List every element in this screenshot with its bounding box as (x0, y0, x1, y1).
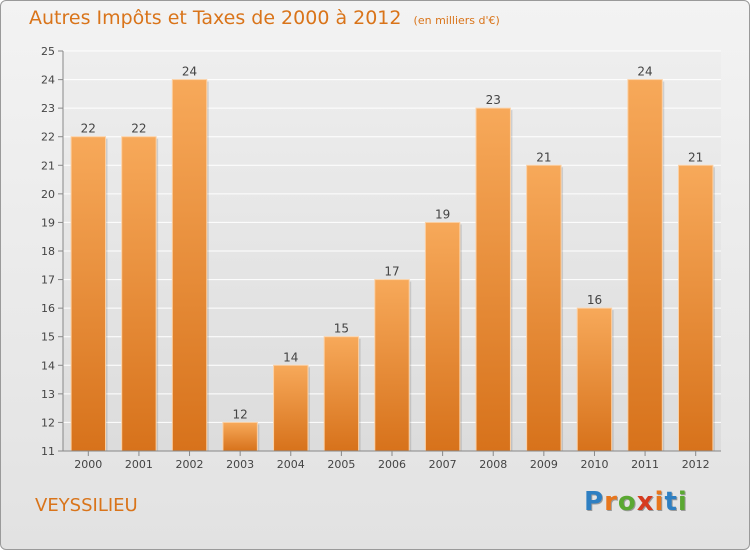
x-tick-label: 2007 (429, 458, 457, 471)
bar-2004 (273, 364, 309, 452)
bar-2003 (222, 421, 258, 452)
x-tick-label: 2001 (125, 458, 153, 471)
x-tick-label: 2008 (479, 458, 507, 471)
bar-value-label: 19 (435, 207, 450, 221)
y-tick-label: 17 (41, 274, 55, 287)
logo-letter: t (664, 487, 678, 517)
bar-2009 (526, 164, 562, 452)
y-tick-label: 22 (41, 131, 55, 144)
logo-letter: x (636, 487, 655, 517)
y-tick-label: 15 (41, 331, 55, 344)
bar-value-label: 12 (233, 407, 248, 421)
bar-2008 (475, 107, 511, 452)
logo-letter: o (617, 487, 637, 517)
y-tick-label: 19 (41, 216, 55, 229)
y-tick-label: 12 (41, 416, 55, 429)
proxiti-logo: Proxiti (584, 487, 688, 517)
commune-name: VEYSSILIEU (35, 495, 138, 516)
bar-value-label: 21 (536, 150, 551, 164)
y-tick-label: 14 (41, 359, 55, 372)
y-tick-label: 24 (41, 74, 55, 87)
bar-value-label: 22 (81, 122, 96, 136)
bar-value-label: 23 (486, 93, 501, 107)
x-tick-label: 2011 (631, 458, 659, 471)
x-tick-label: 2006 (378, 458, 406, 471)
y-tick-label: 11 (41, 445, 55, 458)
bar-2002 (171, 79, 208, 452)
bar-value-label: 14 (283, 350, 298, 364)
bars: 22 22 24 12 14 15 17 19 23 21 16 24 21 (70, 65, 715, 452)
bar-2010 (576, 307, 613, 452)
bar-value-label: 17 (384, 265, 399, 279)
y-tick-label: 18 (41, 245, 55, 258)
x-tick-label: 2004 (277, 458, 305, 471)
x-tick-label: 2012 (682, 458, 710, 471)
bar-2007 (424, 221, 461, 452)
bar-value-label: 16 (587, 293, 602, 307)
bar-value-label: 24 (637, 65, 652, 79)
y-tick-label: 16 (41, 302, 55, 315)
bar-2011 (627, 79, 663, 452)
logo-letter: r (604, 487, 618, 517)
chart-subtitle: (en milliers d'€) (413, 14, 500, 27)
x-tick-label: 2002 (176, 458, 204, 471)
x-tick-label: 2009 (530, 458, 558, 471)
axes: 11 12 13 14 15 16 17 18 19 20 21 22 23 24 25 2000 2001 20… (41, 45, 721, 471)
chart-title-line: Autres Impôts et Taxes de 2000 à 2012 (e… (29, 7, 500, 29)
y-tick-label: 23 (41, 102, 55, 115)
x-tick-label: 2010 (580, 458, 608, 471)
bar-value-label: 21 (688, 150, 703, 164)
logo-letter: i (654, 487, 665, 517)
logo-letter: P (584, 487, 605, 517)
y-tick-label: 21 (41, 159, 55, 172)
bar-2001 (121, 136, 157, 452)
bar-value-label: 15 (334, 322, 349, 336)
bar-2012 (677, 164, 714, 452)
y-tick-label: 25 (41, 45, 55, 58)
bar-value-label: 24 (182, 65, 197, 79)
logo-letter: i (677, 487, 688, 517)
x-tick-label: 2005 (327, 458, 355, 471)
bar-2005 (323, 336, 360, 452)
bar-value-label: 22 (131, 122, 146, 136)
y-tick-label: 20 (41, 188, 55, 201)
y-tick-label: 13 (41, 388, 55, 401)
bar-2006 (374, 279, 410, 452)
chart-title: Autres Impôts et Taxes de 2000 à 2012 (29, 7, 402, 29)
x-tick-label: 2003 (226, 458, 254, 471)
x-tick-label: 2000 (74, 458, 102, 471)
bar-2000 (70, 136, 107, 452)
